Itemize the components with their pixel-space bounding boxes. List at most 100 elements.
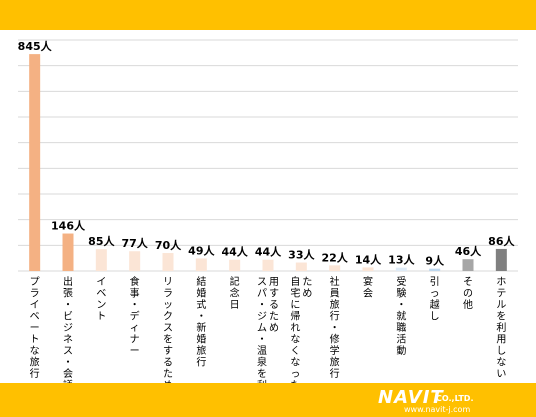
category-label-glyph: め — [302, 288, 312, 300]
category-label-glyph: 会 — [363, 287, 373, 300]
category-label-glyph: イ — [30, 300, 40, 311]
category-label-glyph: 用 — [269, 277, 279, 288]
category-label-glyph: デ — [130, 310, 140, 323]
data-label: 49人 — [188, 243, 215, 257]
category-label-glyph: そ — [463, 276, 473, 288]
category-label-glyph: 受 — [396, 276, 406, 288]
data-label: 146人 — [51, 219, 86, 233]
category-label-glyph: 験 — [396, 287, 406, 300]
category-label-glyph: パ — [257, 288, 267, 300]
bar — [62, 233, 74, 271]
category-label-glyph: ク — [163, 311, 173, 323]
category-label-glyph: ・ — [63, 300, 73, 311]
bar — [495, 248, 507, 271]
category-label-glyph: ル — [496, 300, 506, 311]
category-label: 宴会 — [363, 275, 373, 300]
top-banner — [0, 0, 536, 30]
category-label-glyph: 他 — [463, 298, 473, 311]
category-label-glyph: す — [163, 345, 173, 357]
category-label-glyph: ネ — [63, 334, 73, 346]
category-label-glyph: る — [163, 357, 173, 369]
logo-url: www.navit-j.com — [404, 405, 471, 414]
data-label: 85人 — [88, 234, 115, 248]
category-label-glyph: 旅 — [196, 344, 206, 357]
data-label: 13人 — [388, 253, 415, 267]
data-label: 44人 — [255, 245, 282, 259]
category-label-glyph: ビ — [63, 311, 73, 323]
category-label-glyph: 宴 — [363, 275, 373, 288]
category-label-glyph: ベ — [30, 311, 40, 323]
category-label: その他 — [463, 276, 473, 311]
bar — [395, 267, 407, 271]
data-label: 9人 — [425, 254, 445, 268]
category-label-glyph: 婚 — [196, 333, 206, 346]
category-label-glyph: っ — [430, 289, 440, 300]
category-label-glyph: 婚 — [196, 287, 206, 300]
category-label-glyph: ホ — [496, 276, 506, 288]
category-label-glyph: ・ — [330, 323, 340, 334]
category-label-glyph: ベ — [96, 288, 106, 300]
category-label-glyph: 事 — [130, 287, 140, 300]
category-label-glyph: ・ — [257, 335, 267, 346]
category-label: リラックスをするため — [163, 277, 173, 383]
data-label: 70人 — [155, 238, 182, 252]
category-label-glyph: っ — [290, 369, 300, 380]
bar — [29, 54, 41, 271]
category-label-glyph: ・ — [396, 300, 406, 311]
data-label: 46人 — [455, 244, 482, 258]
category-label: スパ・ジム・温泉を利用するため — [257, 277, 279, 383]
category-label-glyph: 宅 — [290, 287, 300, 300]
category-label-glyph: 行 — [330, 310, 340, 323]
category-label-glyph: ム — [257, 322, 267, 334]
category-label-glyph: た — [163, 368, 173, 380]
category-label-glyph: な — [30, 345, 40, 357]
category-label-glyph: く — [290, 346, 300, 357]
category-label-glyph: 記 — [230, 275, 240, 288]
category-label-glyph: 動 — [396, 344, 406, 357]
category-label-glyph: 活 — [396, 334, 406, 346]
data-label: 22人 — [322, 250, 349, 264]
bar — [362, 267, 374, 271]
category-label-glyph: な — [496, 357, 506, 369]
category-label-glyph: ジ — [63, 323, 73, 334]
category-label-glyph: 温 — [257, 345, 267, 357]
data-label: 44人 — [222, 245, 249, 259]
footer-banner — [0, 383, 536, 417]
category-label-glyph: 行 — [30, 367, 40, 380]
category-label-glyph: 旅 — [330, 298, 340, 311]
category-label-glyph: ス — [257, 277, 267, 288]
category-label: 記念日 — [230, 275, 240, 311]
category-label-glyph: ス — [163, 323, 173, 334]
category-label-glyph: め — [269, 322, 279, 334]
category-label-glyph: い — [496, 369, 506, 380]
bar — [429, 268, 441, 271]
bar — [162, 253, 174, 271]
data-label: 86人 — [488, 234, 515, 248]
category-label-glyph: 引 — [430, 276, 440, 288]
category-label-glyph: 議 — [63, 379, 73, 384]
category-label-glyph: テ — [496, 289, 506, 300]
navit-logo: NAVIT CO.,LTD. www.navit-j.com — [378, 387, 528, 415]
category-label-glyph: れ — [290, 322, 300, 334]
category-label-glyph: た — [269, 311, 279, 323]
category-label-glyph: ー — [30, 323, 40, 334]
category-label-glyph: を — [496, 311, 506, 323]
category-label: 自宅に帰れなくなったため — [290, 275, 312, 383]
category-label-glyph: 旅 — [330, 356, 340, 369]
category-label-glyph: し — [430, 311, 440, 323]
category-label-glyph: 結 — [196, 275, 206, 288]
category-label-glyph: を — [163, 334, 173, 346]
category-label-glyph: 修 — [330, 333, 340, 346]
category-label-glyph: 出 — [63, 275, 73, 288]
bar — [462, 259, 474, 271]
category-label-glyph: 用 — [496, 335, 506, 346]
category-label-glyph: 帰 — [290, 310, 300, 323]
category-label-glyph: ト — [30, 335, 40, 346]
bar — [129, 251, 141, 271]
bar — [95, 249, 107, 271]
data-label: 845人 — [18, 39, 53, 53]
